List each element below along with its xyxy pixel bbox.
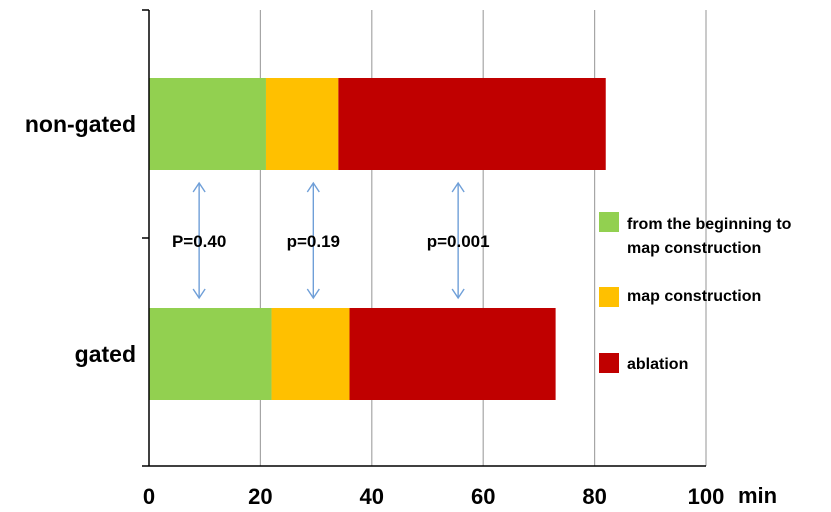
bar-segment <box>149 78 266 170</box>
annotations: P=0.40 p=0.19 p=0.001 <box>172 181 490 300</box>
arrow-head <box>451 181 465 193</box>
category-label: gated <box>75 341 136 367</box>
arrow-head <box>192 288 206 300</box>
p-value-label: P=0.40 <box>172 232 226 251</box>
p-value-label: p=0.19 <box>287 232 340 251</box>
bars <box>149 78 606 400</box>
arrow-head <box>192 181 206 193</box>
x-tick-label: 80 <box>582 484 606 509</box>
bar-segment <box>338 78 606 170</box>
legend: from the beginning to map construction map… <box>599 212 792 373</box>
axes <box>142 9 706 467</box>
p-value-label: p=0.001 <box>427 232 490 251</box>
bar-segment <box>149 308 272 400</box>
bar-segment <box>349 308 556 400</box>
x-tick-label: 60 <box>471 484 495 509</box>
legend-label: ablation <box>627 356 688 373</box>
legend-swatch <box>599 287 619 307</box>
arrow-head <box>451 288 465 300</box>
bar-segment <box>271 308 350 400</box>
x-tick-label: 100 <box>688 484 725 509</box>
legend-swatch <box>599 353 619 373</box>
category-label: non-gated <box>25 111 136 137</box>
x-tick-label: 20 <box>248 484 272 509</box>
legend-label: from the beginning to map construction <box>627 216 792 257</box>
bar-segment <box>265 78 339 170</box>
arrow-head <box>306 288 320 300</box>
x-tick-label: 0 <box>143 484 155 509</box>
x-unit-label: min <box>738 483 777 508</box>
category-labels: non-gated gated <box>25 111 136 367</box>
x-tick-labels: 0 20 40 60 80 100 min <box>143 483 777 509</box>
legend-label-line: map construction <box>627 240 761 257</box>
legend-label: map construction <box>627 288 761 305</box>
legend-swatch <box>599 212 619 232</box>
legend-label-line: from the beginning to <box>627 216 792 233</box>
arrow-head <box>306 181 320 193</box>
x-tick-label: 40 <box>360 484 384 509</box>
